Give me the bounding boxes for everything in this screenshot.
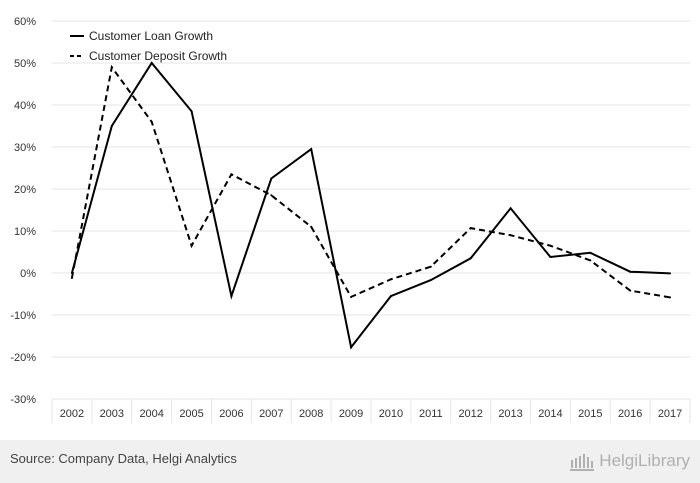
data-point <box>549 256 552 259</box>
y-tick-label: 0% <box>20 268 36 280</box>
data-point <box>270 177 273 180</box>
x-tick-label: 2014 <box>538 408 562 420</box>
data-point <box>509 234 512 237</box>
y-tick-label: 50% <box>14 58 36 70</box>
data-point <box>669 296 672 299</box>
y-tick-label: 10% <box>14 226 36 238</box>
x-tick-label: 2012 <box>458 408 482 420</box>
chart-series <box>70 61 672 350</box>
y-tick-label: -20% <box>10 352 36 364</box>
x-axis: 2002 2003 2004 2005 2006 2007 2008 2009 2010 2011… <box>60 408 683 420</box>
data-point <box>469 227 472 230</box>
data-point <box>350 346 353 349</box>
data-point <box>350 295 353 298</box>
footer-bar: Source: Company Data, Helgi Analytics He… <box>0 440 700 483</box>
y-tick-label: -10% <box>10 310 36 322</box>
data-point <box>669 272 672 275</box>
x-tick-label: 2004 <box>139 408 163 420</box>
series-line-loan-growth <box>70 61 671 350</box>
y-tick-label: 40% <box>14 100 36 112</box>
x-tick-label: 2007 <box>259 408 283 420</box>
data-point <box>469 257 472 260</box>
data-point <box>389 295 392 298</box>
x-tick-label: 2015 <box>578 408 602 420</box>
data-point <box>110 66 113 69</box>
x-tick-label: 2009 <box>339 408 363 420</box>
x-tick-label: 2005 <box>179 408 203 420</box>
data-point <box>549 244 552 247</box>
data-point <box>310 148 313 151</box>
legend-label: Customer Deposit Growth <box>89 49 227 63</box>
data-point <box>509 207 512 210</box>
series-line-deposit-growth <box>70 64 671 299</box>
x-tick-label: 2013 <box>498 408 522 420</box>
data-point <box>230 295 233 298</box>
data-point <box>589 259 592 262</box>
y-tick-label: 60% <box>14 16 36 28</box>
chart-grid <box>51 20 691 423</box>
data-point <box>310 225 313 228</box>
data-point <box>389 278 392 281</box>
x-tick-label: 2011 <box>419 408 443 420</box>
data-point <box>150 62 153 64</box>
data-point <box>230 173 233 176</box>
brand-name: HelgiLibrary <box>599 451 690 470</box>
x-tick-label: 2006 <box>219 408 243 420</box>
data-point <box>429 279 432 282</box>
data-point <box>270 194 273 197</box>
data-point <box>190 110 193 113</box>
y-tick-label: 20% <box>14 184 36 196</box>
data-point <box>150 120 153 123</box>
y-tick-label: 30% <box>14 142 36 154</box>
brand-logo: HelgiLibrary <box>569 448 690 474</box>
data-point <box>589 251 592 254</box>
y-tick-label: -30% <box>10 394 36 406</box>
library-icon <box>570 454 595 471</box>
source-note: Source: Company Data, Helgi Analytics <box>10 451 237 466</box>
legend-label: Customer Loan Growth <box>89 29 213 43</box>
data-point <box>110 125 113 127</box>
data-point <box>629 270 632 273</box>
line-chart: -30%-20%-10%0%10%20%30%40%50%60% 2002 200… <box>10 16 691 423</box>
data-point <box>629 289 632 292</box>
x-tick-label: 2003 <box>100 408 124 420</box>
data-point <box>429 265 432 268</box>
x-tick-label: 2008 <box>299 408 323 420</box>
x-tick-label: 2017 <box>658 408 682 420</box>
data-point <box>70 277 73 280</box>
y-axis: -30% -20% -10% 0% 10% 20% 30% 40% 50% 60% <box>10 16 36 406</box>
x-tick-label: 2016 <box>618 408 642 420</box>
x-tick-label: 2010 <box>379 408 403 420</box>
chart-legend: Customer Loan Growth Customer Deposit Gro… <box>70 29 227 63</box>
x-tick-label: 2002 <box>60 408 84 420</box>
data-point <box>190 244 193 247</box>
